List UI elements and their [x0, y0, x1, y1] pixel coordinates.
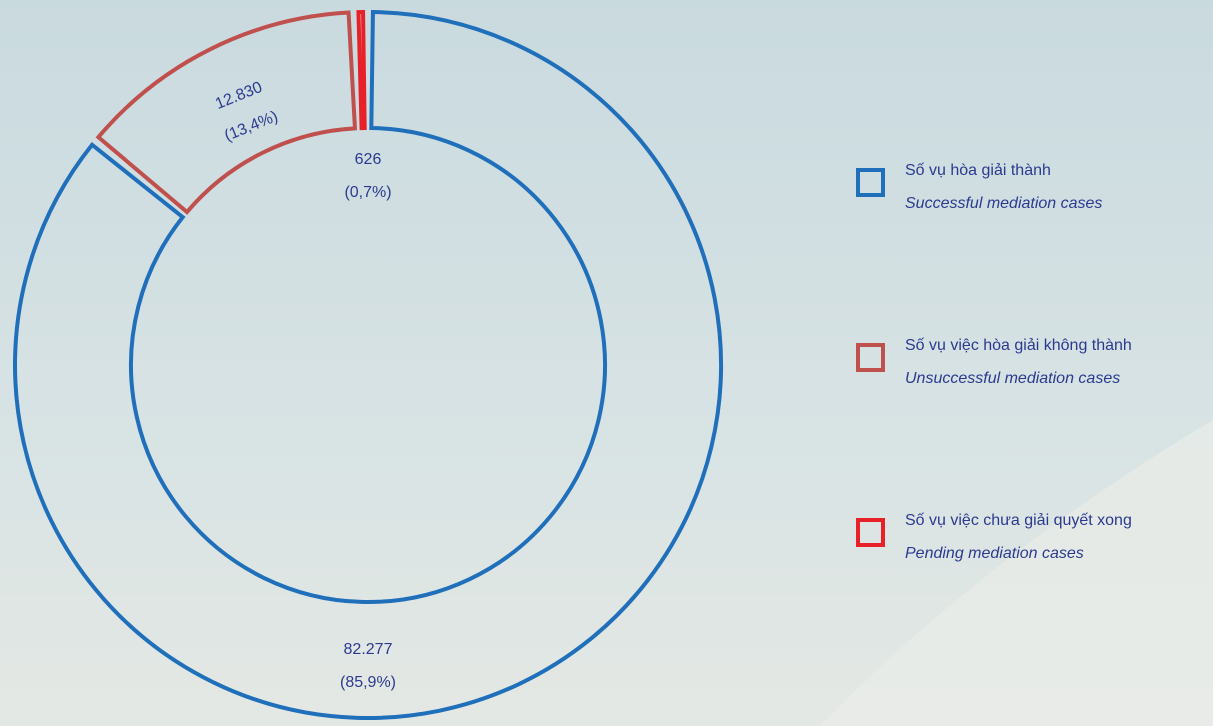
percent-label: (85,9%) [340, 674, 396, 691]
legend-label: Số vụ hòa giải thành [905, 162, 1051, 179]
legend-swatch [856, 343, 885, 372]
donut-segment [13, 10, 723, 720]
legend-label: Số vụ việc hòa giải không thành [905, 337, 1132, 354]
legend-label: Số vụ việc chưa giải quyết xong [905, 512, 1132, 529]
legend-swatch [856, 168, 885, 197]
percent-label: (0,7%) [344, 184, 391, 201]
donut-segment [95, 10, 358, 215]
value-label: 82.277 [344, 641, 393, 658]
donut-segment [356, 10, 367, 131]
legend-label-en: Unsuccessful mediation cases [905, 370, 1120, 387]
bridge-decoration [820, 420, 1213, 726]
value-label: 626 [355, 151, 382, 168]
legend-swatch [856, 518, 885, 547]
legend-label-en: Successful mediation cases [905, 195, 1102, 212]
legend-label-en: Pending mediation cases [905, 545, 1084, 562]
